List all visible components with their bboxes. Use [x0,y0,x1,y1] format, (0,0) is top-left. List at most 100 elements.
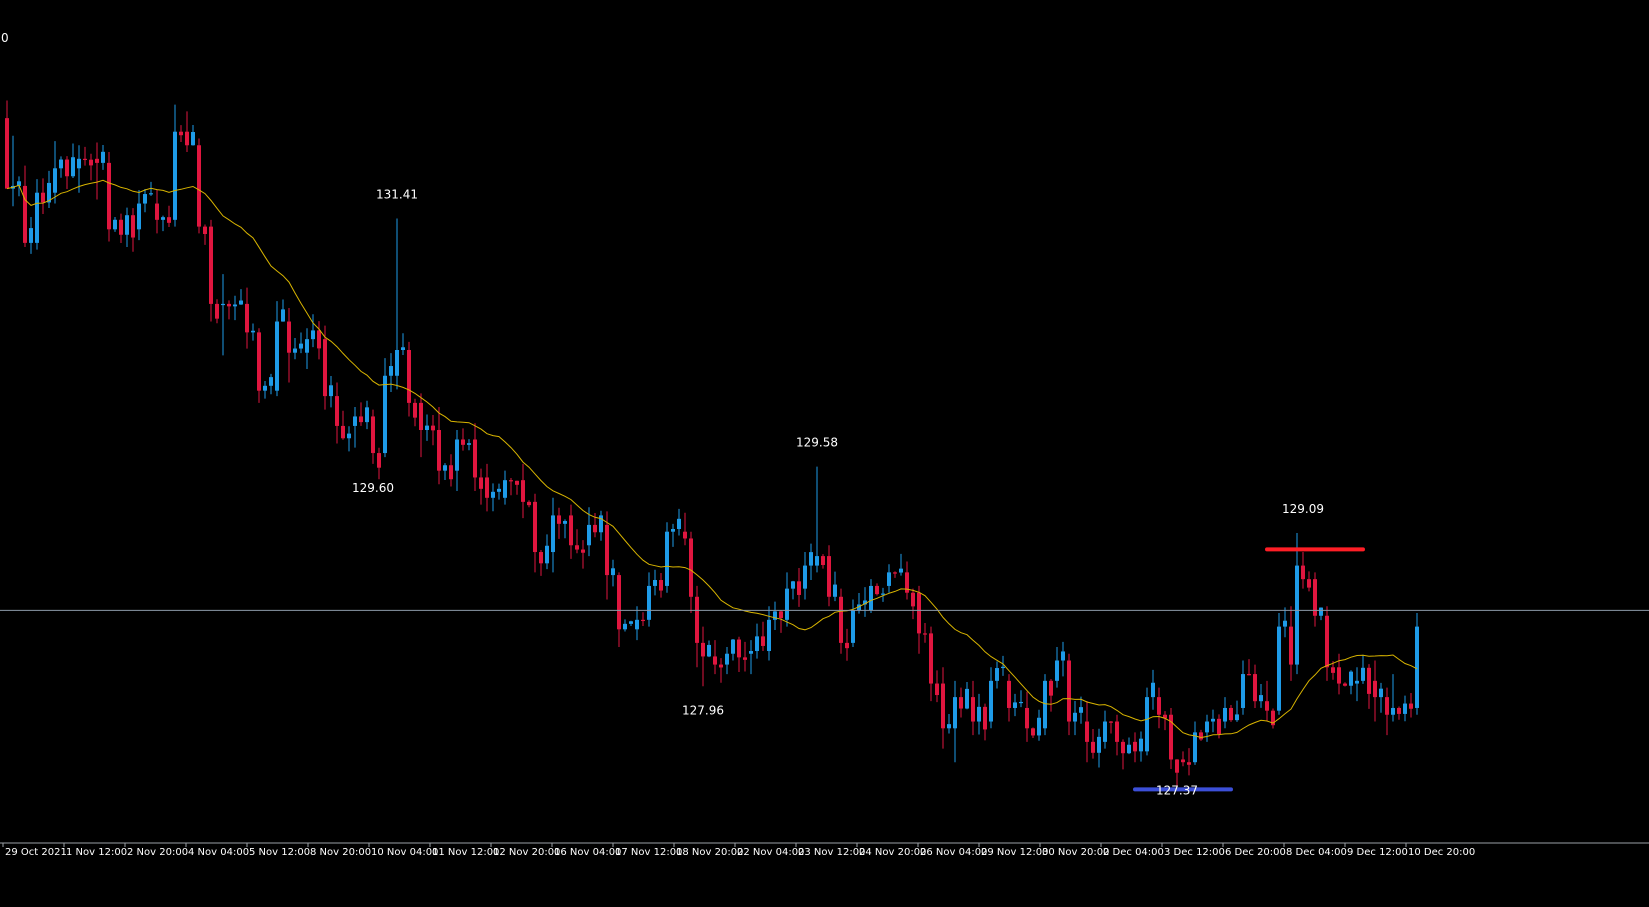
candle-body [1079,707,1083,713]
candle-body [71,157,75,177]
time-tick-label: 10 Dec 20:00 [1408,847,1475,858]
candle [263,381,267,399]
candle [1025,691,1029,742]
candle [77,145,81,193]
moving-average-line [6,179,1418,739]
candle-body [557,515,561,524]
candle [113,216,117,232]
candle [1277,613,1281,715]
candle-body [329,385,333,397]
candle [371,409,375,464]
candle-body [953,697,957,729]
candle [245,287,249,349]
candle [1349,670,1353,695]
time-tick-label: 29 Nov 12:00 [981,847,1048,858]
candle-body [629,621,633,624]
candle [677,508,681,536]
candle [1163,711,1167,731]
candle-body [371,416,375,454]
candle [1229,705,1233,722]
candle-body [749,651,753,654]
candle-body [1067,660,1071,722]
candle [1397,706,1401,720]
candle-body [1349,671,1353,686]
candle-body [1055,660,1059,681]
candle [527,500,531,508]
candle-body [791,581,795,589]
candle [569,504,573,559]
candle [635,606,639,641]
candle [1223,697,1227,729]
candle-body [281,309,285,322]
candle [833,571,837,602]
candle-body [965,688,969,709]
candle-body [113,219,117,230]
candle-body [1403,703,1407,714]
candles-layer [5,100,1419,787]
candle [1211,709,1215,733]
candle [887,564,891,593]
candle-body [431,425,435,431]
candle [1061,641,1065,677]
candle-body [773,611,777,620]
time-tick-label: 29 Oct 2021 [5,847,67,858]
candle-body [401,347,405,350]
time-tick-label: 8 Nov 20:00 [310,847,371,858]
candle [161,215,165,232]
candle [1085,701,1089,763]
candle [1145,687,1149,756]
candle-body [299,343,303,349]
candle [83,146,87,166]
candle-body [497,488,501,492]
candle-body [65,159,69,177]
candle [1379,682,1383,713]
price-annotation: 129.09 [1282,502,1324,516]
time-tick-label: 10 Nov 04:00 [371,847,438,858]
candle-body [185,131,189,146]
candle [1313,572,1317,627]
candle [293,337,297,360]
candle [1409,693,1413,718]
candle [143,189,147,213]
candle-body [743,657,747,660]
candle-body [647,585,651,620]
candle [461,428,465,451]
levels-layer [1133,547,1365,792]
candle [803,552,807,600]
candle [659,572,663,598]
candle [1049,679,1053,712]
candle-body [41,192,45,203]
time-tick-label: 3 Dec 12:00 [1164,847,1225,858]
candle [1391,674,1395,722]
candle [305,328,309,369]
candle [869,579,873,614]
candle [827,545,831,607]
candle [1055,646,1059,688]
candle-body [347,433,351,439]
candle-body [587,524,591,546]
candle-body [389,366,393,376]
candle [149,181,153,196]
candle-body [827,556,831,597]
candle [1091,728,1095,759]
candle [1283,607,1287,638]
candle [689,531,693,614]
candle-body [695,596,699,643]
candle [1343,682,1347,687]
candle [995,661,999,689]
candle [1121,739,1125,770]
time-tick-label: 2 Dec 04:00 [1103,847,1164,858]
candle [5,100,9,189]
candle [1109,720,1113,734]
candle [851,599,855,647]
candle-body [893,572,897,574]
candle-body [707,644,711,657]
candle-body [701,642,705,657]
candle [449,454,453,487]
candle-body [875,585,879,595]
candle-body [1121,741,1125,754]
candle [695,585,699,668]
